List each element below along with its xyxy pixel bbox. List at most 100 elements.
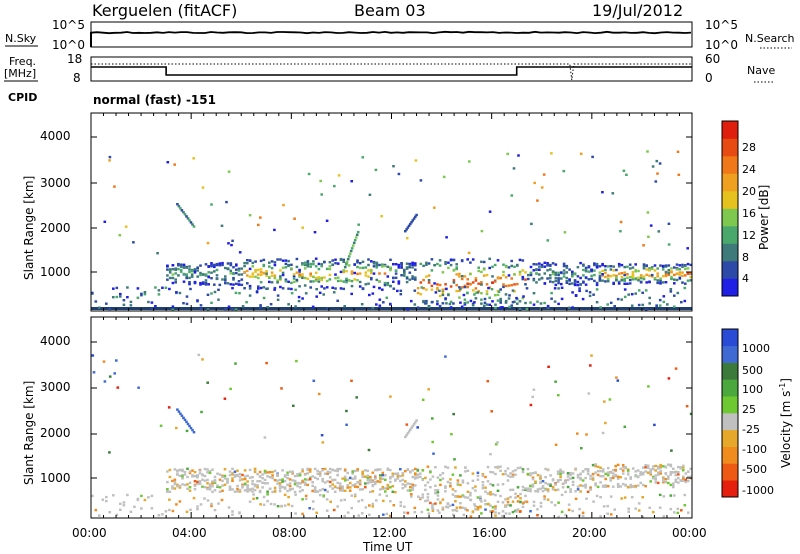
power-cell — [157, 293, 161, 296]
power-cell — [175, 291, 178, 294]
power-cell — [525, 287, 529, 290]
power-cell — [637, 277, 640, 280]
velocity-cell — [591, 478, 595, 481]
velocity-cell — [298, 482, 302, 485]
velocity-cell — [336, 467, 339, 471]
velocity-cell — [313, 490, 317, 493]
velocity-cell — [343, 475, 347, 478]
velocity-cell — [449, 482, 452, 485]
velocity-cell — [176, 470, 179, 473]
power-cell — [606, 265, 610, 268]
velocity-cell — [616, 483, 620, 487]
velocity-cell — [238, 488, 242, 492]
power-cell — [136, 287, 140, 290]
velocity-cell — [291, 470, 294, 473]
power-cell — [179, 265, 183, 268]
velocity-cell — [266, 499, 269, 503]
power-cell — [129, 304, 133, 307]
power-cell — [336, 299, 339, 302]
power-cell — [224, 275, 227, 278]
velocity-cell — [266, 490, 269, 493]
velocity-cell — [188, 481, 192, 484]
nave-trace — [91, 63, 692, 81]
velocity-cell — [614, 464, 617, 468]
velocity-cell — [301, 480, 304, 483]
power-cell — [210, 262, 213, 265]
velocity-cell — [311, 475, 314, 478]
power-cell — [322, 293, 325, 296]
power-cell — [488, 296, 491, 299]
power-cell — [265, 272, 268, 275]
power-cell — [333, 184, 336, 188]
velocity-cell — [323, 467, 327, 471]
velocity-cell — [253, 488, 257, 492]
velocity-cell — [557, 515, 560, 519]
velocity-cell — [126, 493, 129, 497]
power-cell — [673, 278, 676, 281]
power-cell — [266, 287, 269, 290]
velocity-cell — [566, 472, 570, 475]
velocity-cell — [188, 424, 191, 428]
power-cell — [375, 261, 379, 264]
power-cell — [301, 273, 304, 276]
power-cell — [588, 291, 592, 294]
power-cell — [414, 268, 417, 271]
velocity-cell — [286, 473, 289, 477]
power-cell — [598, 265, 602, 268]
velocity-cell — [682, 479, 685, 482]
velocity-cell — [301, 468, 304, 471]
power-cell — [213, 263, 216, 267]
power-cell — [378, 263, 381, 267]
power-cell — [673, 266, 676, 269]
velocity-cell — [259, 503, 262, 506]
velocity-cell — [606, 485, 610, 488]
velocity-cell — [646, 466, 650, 469]
velocity-cell — [634, 484, 637, 488]
power-cell — [220, 224, 224, 227]
power-cell — [430, 269, 434, 272]
velocity-cell — [227, 506, 231, 509]
power-cell — [179, 268, 183, 272]
velocity-cell — [263, 470, 267, 473]
velocity-cell — [674, 471, 678, 474]
velocity-cell — [228, 488, 232, 491]
velocity-cell — [213, 480, 217, 483]
power-cell — [400, 264, 403, 267]
power-cell — [571, 272, 574, 275]
power-colorbar-block-1 — [722, 261, 738, 279]
power-cell — [408, 271, 412, 274]
velocity-cell — [421, 496, 425, 499]
velocity-cell — [113, 372, 116, 375]
power-cell — [493, 280, 497, 283]
power-cell — [168, 276, 172, 280]
power-cell — [210, 277, 213, 280]
velocity-cell — [116, 386, 120, 389]
power-cell — [360, 303, 364, 306]
power-cell — [218, 262, 222, 265]
xtick-1600: 16:00 — [472, 526, 507, 540]
power-cell — [284, 280, 288, 283]
velocity-cell — [662, 495, 666, 498]
velocity-cell — [479, 498, 482, 501]
velocity-cell — [218, 473, 222, 476]
power-cell — [196, 275, 199, 278]
velocity-cell — [549, 474, 552, 477]
power-cell — [654, 180, 658, 183]
velocity-cell — [525, 500, 529, 504]
power-cell — [675, 263, 679, 266]
velocity-cell — [251, 476, 254, 479]
power-cell — [619, 230, 622, 233]
velocity-cell — [166, 488, 169, 491]
xtick-0000-end: 00:00 — [672, 526, 707, 540]
velocity-cell — [201, 473, 204, 476]
velocity-cell — [303, 473, 307, 476]
power-cell — [670, 271, 673, 274]
power-cell — [529, 265, 533, 269]
velocity-cell — [368, 513, 371, 516]
velocity-cell — [501, 510, 505, 513]
power-cell — [273, 274, 277, 277]
power-cell — [579, 152, 583, 155]
power-cell — [499, 299, 502, 302]
velocity-cell — [519, 497, 522, 500]
velocity-cell — [464, 507, 467, 510]
